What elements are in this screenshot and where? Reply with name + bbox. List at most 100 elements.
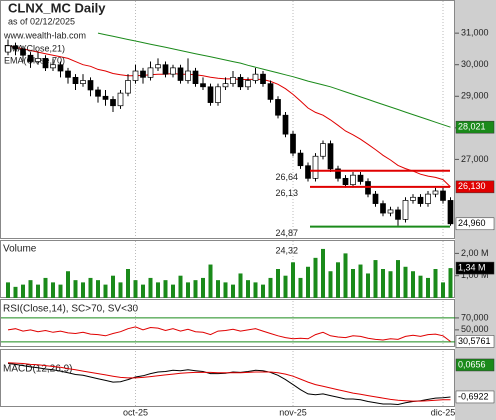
candle-body: [215, 86, 221, 103]
volume-bar: [178, 275, 183, 298]
candle-body: [387, 209, 394, 214]
volume-bar: [448, 268, 453, 298]
volume-bar: [321, 248, 325, 298]
axis-area: [455, 0, 496, 420]
candle-body: [57, 64, 64, 72]
volume-bar: [6, 282, 10, 298]
volume-bar: [118, 282, 123, 298]
volume-bar: [88, 277, 93, 298]
candle-body: [72, 76, 79, 84]
volume-bar: [133, 280, 138, 298]
candle-body: [162, 64, 169, 75]
volume-bar: [28, 280, 33, 298]
volume-bar: [403, 266, 408, 298]
volume-bar: [148, 277, 153, 298]
candle-body: [380, 203, 386, 214]
candle-body: [342, 177, 349, 186]
volume-bar: [171, 284, 175, 298]
volume-bar: [298, 277, 303, 298]
candle-body: [357, 174, 364, 182]
candle-body: [395, 209, 401, 220]
volume-bar: [186, 282, 190, 298]
volume-bar: [111, 275, 115, 298]
panel-title: Volume: [3, 244, 37, 255]
candle-body: [410, 196, 416, 201]
level-label: 24,87: [275, 228, 298, 238]
candle-body: [125, 80, 131, 94]
volume-bar: [426, 277, 430, 298]
volume-bar: [13, 286, 18, 298]
value-box: [455, 180, 495, 194]
volume-bar: [193, 280, 198, 298]
volume-bar: [253, 282, 258, 298]
candle-body: [95, 89, 101, 97]
volume-bar: [418, 275, 423, 298]
volume-bar: [268, 277, 273, 298]
series-line: [7, 45, 451, 188]
x-tick-label: dic-25: [431, 407, 456, 417]
candle-body: [132, 70, 139, 81]
value-box-label: 24,960: [458, 218, 486, 228]
candle-body: [230, 76, 236, 84]
level-label: 26,13: [275, 188, 298, 198]
candle-body: [200, 83, 206, 88]
candle-body: [140, 70, 146, 78]
candle-body: [297, 152, 304, 167]
candle-body: [245, 80, 251, 88]
legend-label: EMA(Close,70): [4, 55, 65, 65]
volume-bar: [156, 282, 160, 298]
candle-body: [260, 73, 266, 84]
candle-body: [327, 143, 334, 170]
x-tick-label: nov-25: [279, 407, 307, 417]
candle-body: [177, 67, 184, 81]
candle-body: [402, 200, 409, 220]
volume-bar: [216, 280, 220, 298]
volume-bar: [126, 269, 130, 298]
candle-body: [335, 168, 341, 179]
volume-bar: [351, 269, 355, 298]
y-tick-label: 70,000: [461, 312, 489, 322]
series-line: [7, 326, 451, 342]
volume-bar: [96, 280, 100, 298]
volume-bar: [36, 284, 40, 298]
candle-body: [290, 133, 296, 154]
candle-body: [237, 76, 244, 88]
candle-body: [447, 200, 454, 225]
candle-body: [207, 86, 214, 103]
rsi-panel: [0, 299, 455, 347]
value-box-label: -0,6922: [458, 391, 489, 401]
candle-body: [170, 67, 176, 75]
candle-body: [192, 70, 199, 84]
candle-body: [42, 58, 49, 69]
chart-title: CLNX_MC Daily: [8, 0, 106, 15]
x-tick-label: oct-25: [123, 407, 148, 417]
candle-body: [372, 193, 379, 204]
candle-body: [155, 64, 161, 69]
volume-bar: [201, 277, 205, 298]
volume-bar: [51, 282, 55, 298]
candle-body: [5, 45, 11, 53]
value-box: [455, 120, 495, 134]
panel-title: RSI(Close,14), SC>70, SV<30: [3, 304, 139, 315]
candle-body: [275, 99, 281, 116]
series-line: [97, 32, 451, 128]
volume-bar: [81, 282, 85, 298]
y-tick-label: 1,00 M: [461, 270, 489, 280]
volume-bar: [328, 271, 333, 298]
candle-body: [102, 95, 109, 100]
volume-bar: [373, 260, 378, 298]
candle-body: [350, 174, 356, 186]
candle-body: [50, 64, 56, 69]
volume-bar: [441, 282, 445, 298]
candle-body: [117, 92, 124, 107]
value-box-label: 28,021: [458, 122, 486, 132]
value-box-label: 1,34 M: [458, 262, 486, 272]
candle-body: [222, 83, 229, 88]
candle-body: [252, 73, 259, 81]
candle-body: [147, 67, 154, 78]
candle-body: [305, 165, 311, 179]
volume-bar: [103, 284, 108, 298]
value-box-label: 30,5761: [458, 336, 491, 346]
candle-body: [282, 114, 289, 135]
price-panel: [0, 0, 455, 239]
